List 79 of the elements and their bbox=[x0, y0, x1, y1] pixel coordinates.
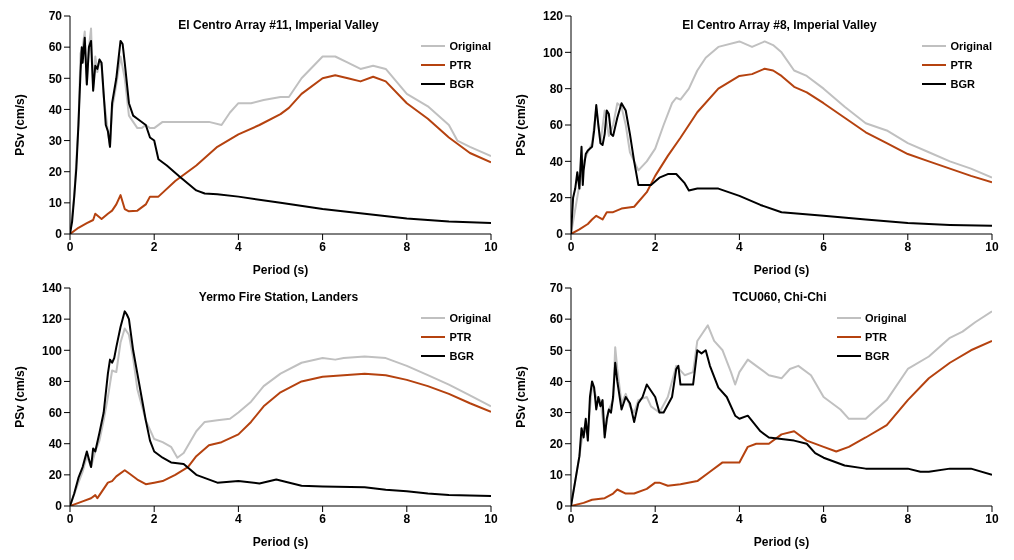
x-tick-label: 2 bbox=[150, 511, 158, 526]
y-tick-label: 60 bbox=[48, 40, 63, 55]
y-tick-label: 70 bbox=[48, 9, 63, 24]
x-axis-title: Period (s) bbox=[252, 263, 309, 277]
y-tick-label: 60 bbox=[549, 312, 564, 327]
y-tick-label: 30 bbox=[549, 405, 564, 420]
legend-label: PTR bbox=[449, 330, 472, 343]
y-axis-title: PSv (cm/s) bbox=[13, 94, 28, 156]
x-tick-label: 8 bbox=[904, 239, 912, 254]
x-tick-label: 0 bbox=[567, 239, 575, 254]
y-tick-label: 70 bbox=[549, 281, 564, 296]
legend-label: BGR bbox=[950, 77, 975, 90]
chart-title: TCU060, Chi-Chi bbox=[731, 290, 828, 304]
chart-title: Yermo Fire Station, Landers bbox=[197, 290, 360, 304]
x-tick-label: 2 bbox=[651, 511, 659, 526]
legend-label: Original bbox=[449, 311, 491, 324]
x-tick-label: 6 bbox=[820, 511, 828, 526]
x-tick-label: 4 bbox=[736, 239, 744, 254]
legend-label: PTR bbox=[865, 330, 888, 343]
x-tick-label: 0 bbox=[66, 511, 74, 526]
y-tick-label: 60 bbox=[549, 118, 564, 133]
legend-label: Original bbox=[950, 39, 992, 52]
x-tick-label: 10 bbox=[985, 511, 999, 526]
x-tick-label: 10 bbox=[484, 511, 498, 526]
x-tick-label: 8 bbox=[403, 239, 411, 254]
y-tick-label: 60 bbox=[48, 405, 63, 420]
x-tick-label: 0 bbox=[567, 511, 575, 526]
y-tick-label: 20 bbox=[48, 164, 63, 179]
y-tick-label: 80 bbox=[549, 81, 564, 96]
legend-label: PTR bbox=[950, 58, 973, 71]
x-tick-label: 8 bbox=[403, 511, 411, 526]
y-tick-label: 0 bbox=[556, 227, 564, 242]
y-tick-label: 0 bbox=[556, 499, 564, 514]
y-axis-title: PSv (cm/s) bbox=[514, 94, 529, 156]
chart-title: El Centro Array #8, Imperial Valley bbox=[681, 18, 878, 32]
legend-label: Original bbox=[865, 311, 907, 324]
x-tick-label: 8 bbox=[904, 511, 912, 526]
y-tick-label: 20 bbox=[549, 436, 564, 451]
y-tick-label: 120 bbox=[542, 9, 564, 24]
legend-label: BGR bbox=[865, 349, 890, 362]
x-tick-label: 4 bbox=[736, 511, 744, 526]
x-tick-label: 10 bbox=[484, 239, 498, 254]
y-tick-label: 40 bbox=[48, 436, 63, 451]
y-tick-label: 0 bbox=[55, 499, 63, 514]
y-axis-title: PSv (cm/s) bbox=[13, 366, 28, 428]
x-tick-label: 2 bbox=[150, 239, 158, 254]
legend-label: BGR bbox=[449, 77, 474, 90]
y-axis-title: PSv (cm/s) bbox=[514, 366, 529, 428]
x-tick-label: 4 bbox=[235, 239, 243, 254]
legend-label: PTR bbox=[449, 58, 472, 71]
y-tick-label: 120 bbox=[41, 312, 63, 327]
y-tick-label: 80 bbox=[48, 374, 63, 389]
x-tick-label: 4 bbox=[235, 511, 243, 526]
x-tick-label: 6 bbox=[820, 239, 828, 254]
y-tick-label: 10 bbox=[549, 468, 564, 483]
y-tick-label: 0 bbox=[55, 227, 63, 242]
y-tick-label: 40 bbox=[48, 102, 63, 117]
legend-label: Original bbox=[449, 39, 491, 52]
y-tick-label: 50 bbox=[549, 343, 564, 358]
y-tick-label: 100 bbox=[41, 343, 63, 358]
legend-label: BGR bbox=[449, 349, 474, 362]
x-tick-label: 10 bbox=[985, 239, 999, 254]
x-axis-title: Period (s) bbox=[252, 535, 309, 549]
y-tick-label: 40 bbox=[549, 374, 564, 389]
y-tick-label: 20 bbox=[48, 468, 63, 483]
x-axis-title: Period (s) bbox=[753, 535, 810, 549]
y-tick-label: 30 bbox=[48, 133, 63, 148]
y-tick-label: 100 bbox=[542, 45, 564, 60]
x-axis-title: Period (s) bbox=[753, 263, 810, 277]
chart-title: El Centro Array #11, Imperial Valley bbox=[177, 18, 380, 32]
y-tick-label: 140 bbox=[41, 281, 63, 296]
x-tick-label: 2 bbox=[651, 239, 659, 254]
y-tick-label: 50 bbox=[48, 71, 63, 86]
y-tick-label: 20 bbox=[549, 190, 564, 205]
x-tick-label: 6 bbox=[319, 239, 327, 254]
x-tick-label: 0 bbox=[66, 239, 74, 254]
y-tick-label: 10 bbox=[48, 196, 63, 211]
y-tick-label: 40 bbox=[549, 154, 564, 169]
x-tick-label: 6 bbox=[319, 511, 327, 526]
